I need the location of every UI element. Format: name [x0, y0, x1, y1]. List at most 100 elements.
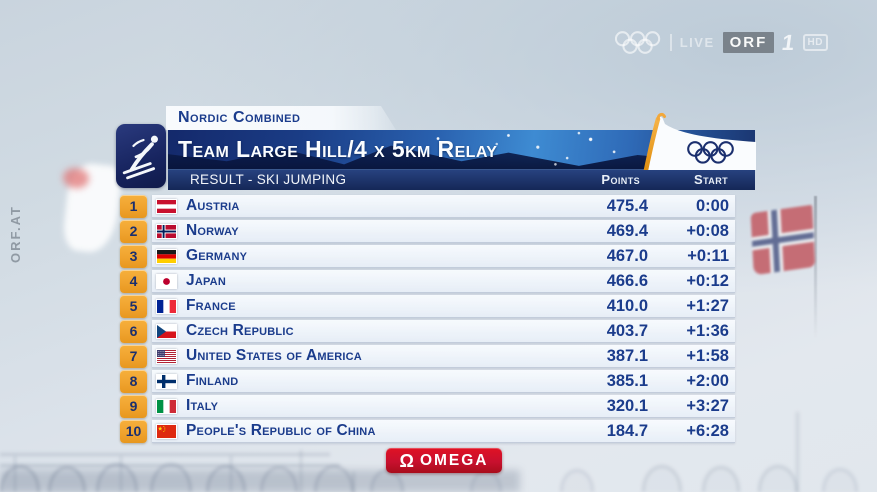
rank-badge: 10: [120, 420, 147, 443]
dome-shape: [702, 466, 740, 492]
row-strip: People's Republic of China 184.7 +6:28: [152, 420, 735, 443]
start-value: +0:08: [686, 221, 729, 240]
table-row: 4 Japan 466.6 +0:12: [120, 270, 735, 293]
olympic-rings-icon: [687, 141, 734, 164]
points-value: 469.4: [606, 221, 648, 240]
olympic-rings-watermark-icon: [614, 31, 660, 54]
row-strip: Czech Republic 403.7 +1:36: [152, 320, 735, 343]
event-category-label: Nordic Combined: [178, 109, 301, 126]
japan-flag-red-dot: [62, 166, 91, 190]
hd-badge: HD: [802, 34, 828, 51]
start-column-header: Start: [694, 172, 728, 187]
railing: [796, 412, 799, 492]
ski-jumping-pictogram-icon: [116, 124, 166, 188]
rank-badge: 2: [120, 220, 147, 243]
points-value: 320.1: [606, 396, 648, 415]
points-value: 410.0: [606, 296, 648, 315]
railing: [0, 453, 330, 456]
country-name: Austria: [186, 197, 240, 214]
rank-badge: 7: [120, 345, 147, 368]
dome-shape: [642, 465, 682, 492]
orf-logo: ORF: [722, 32, 775, 53]
country-name: Norway: [186, 222, 239, 239]
start-value: +0:12: [686, 271, 729, 290]
rank-badge: 6: [120, 320, 147, 343]
start-value: +1:58: [686, 346, 729, 365]
omega-symbol-icon: Ω: [399, 450, 414, 471]
dome-shape: [822, 468, 858, 492]
japan-flag-background: [61, 161, 123, 255]
country-name: People's Republic of China: [186, 422, 376, 439]
row-strip: Norway 469.4 +0:08: [152, 220, 735, 243]
live-label: LIVE: [679, 35, 715, 50]
points-value: 467.0: [606, 246, 648, 265]
rank-badge: 5: [120, 295, 147, 318]
country-name: Japan: [186, 272, 226, 289]
start-value: +2:00: [686, 371, 729, 390]
flag-icon-cn: [156, 423, 177, 439]
points-value: 475.4: [606, 196, 648, 215]
rank-badge: 1: [120, 195, 147, 218]
country-name: Italy: [186, 397, 219, 414]
event-title: Team Large Hill/4 x 5km Relay: [178, 136, 498, 162]
points-value: 403.7: [606, 321, 648, 340]
flag-icon-jp: [156, 273, 177, 289]
table-row: 10 People's Republic of China 184.7 +6:28: [120, 420, 735, 443]
omega-name: OMEGA: [419, 451, 489, 469]
table-row: 7 United States of America 387.1 +1:58: [120, 345, 735, 368]
start-value: +1:36: [686, 321, 729, 340]
row-strip: United States of America 387.1 +1:58: [152, 345, 735, 368]
start-value: +0:11: [687, 246, 729, 265]
country-name: Germany: [186, 247, 248, 264]
railing: [14, 456, 16, 492]
rank-badge: 9: [120, 395, 147, 418]
points-column-header: Points: [601, 172, 640, 187]
railing: [230, 456, 232, 492]
start-value: +6:28: [686, 421, 729, 440]
country-name: Czech Republic: [186, 322, 294, 339]
row-strip: France 410.0 +1:27: [152, 295, 735, 318]
rank-badge: 3: [120, 245, 147, 268]
table-row: 2 Norway 469.4 +0:08: [120, 220, 735, 243]
omega-logo: Ω OMEGA: [386, 448, 502, 473]
points-value: 385.1: [606, 371, 648, 390]
table-row: 3 Germany 467.0 +0:11: [120, 245, 735, 268]
rank-badge: 4: [120, 270, 147, 293]
fog-strip: [0, 470, 520, 492]
table-row: 6 Czech Republic 403.7 +1:36: [120, 320, 735, 343]
table-row: 5 France 410.0 +1:27: [120, 295, 735, 318]
row-strip: Finland 385.1 +2:00: [152, 370, 735, 393]
railing: [0, 464, 340, 467]
railing: [352, 472, 355, 492]
orf-at-watermark: ORF.AT: [8, 205, 23, 263]
dome-shape: [560, 469, 594, 492]
flag-icon-at: [156, 198, 177, 214]
flagpole: [814, 196, 817, 338]
points-value: 466.6: [606, 271, 648, 290]
points-value: 184.7: [606, 421, 648, 440]
table-row: 8 Finland 385.1 +2:00: [120, 370, 735, 393]
result-phase-label: RESULT - SKI JUMPING: [190, 172, 347, 187]
event-category-tab: Nordic Combined: [166, 106, 396, 130]
railing: [300, 450, 302, 492]
flag-icon-us: [156, 348, 177, 364]
norway-flag-background: [750, 204, 816, 276]
results-table: 1 Austria 475.4 0:00 2 Norway 469.4 +0:08 3 Germa…: [120, 195, 735, 445]
table-row: 9 Italy 320.1 +3:27: [120, 395, 735, 418]
rank-badge: 8: [120, 370, 147, 393]
flag-icon-cz: [156, 323, 177, 339]
start-value: 0:00: [695, 196, 729, 215]
channel-watermark: LIVE ORF 1 HD: [614, 30, 828, 55]
flag-icon-fi: [156, 373, 177, 389]
row-strip: Germany 467.0 +0:11: [152, 245, 735, 268]
row-strip: Italy 320.1 +3:27: [152, 395, 735, 418]
country-name: France: [186, 297, 236, 314]
start-value: +1:27: [686, 296, 729, 315]
country-name: United States of America: [186, 347, 362, 364]
row-strip: Japan 466.6 +0:12: [152, 270, 735, 293]
table-row: 1 Austria 475.4 0:00: [120, 195, 735, 218]
flag-icon-it: [156, 398, 177, 414]
result-header-bar: RESULT - SKI JUMPING Points Start: [168, 169, 755, 190]
dome-shape: [758, 465, 798, 492]
